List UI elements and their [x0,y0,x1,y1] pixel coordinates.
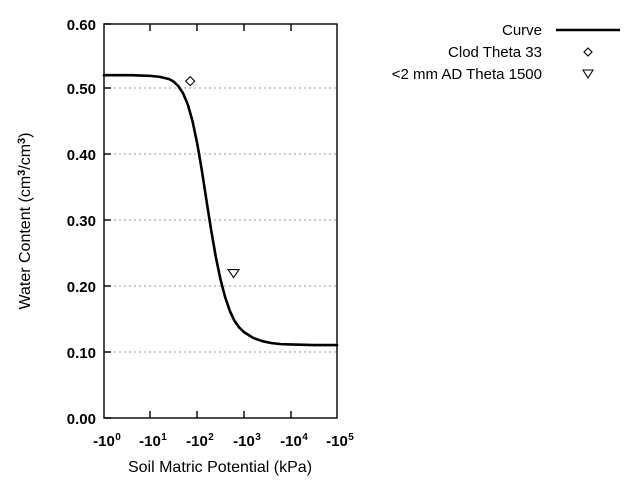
x-tick-label-group: -10 0 [93,432,121,450]
svg-text:Water Content (cm3/cm3): Water Content (cm3/cm3) [16,132,34,309]
x-tick-label: -10 [280,433,302,450]
y-tick-label: 0.60 [67,17,96,34]
series-curve [102,73,339,347]
scatter-markers [184,75,241,279]
retention-curve-line [102,73,339,347]
y-tick-label: 0.40 [67,147,96,164]
x-tick-exponent: 3 [255,432,261,443]
x-tick-label: -10 [139,433,161,450]
diamond-open-icon [583,47,593,57]
y-tick-label: 0.20 [67,279,96,296]
x-tick-label-group: -10 3 [233,432,261,450]
y-axis-title-suffix: ) [17,132,34,137]
triangle-down-open-icon [582,69,594,80]
legend-label-ad-theta-1500: <2 mm AD Theta 1500 [392,66,542,83]
x-tick-label-group: -10 4 [280,432,308,450]
legend-label-clod-theta-33: Clod Theta 33 [448,44,542,61]
x-tick-label-group: -10 1 [139,432,167,450]
y-tick-label: 0.50 [67,81,96,98]
gridlines [104,87,337,353]
x-tick-label: -10 [93,433,115,450]
data-point-clod-theta-33 [184,75,196,87]
x-tick-exponent: 1 [161,432,167,443]
y-axis-title-sup1: 3 [16,170,28,176]
y-axis-title-sup2: 3 [16,138,28,144]
x-tick-label-group: -10 5 [326,432,354,450]
legend-entry-ad-theta-1500: <2 mm AD Theta 1500 [392,66,594,83]
x-axis-title: Soil Matric Potential (kPa) [128,459,312,476]
x-tick-exponent: 5 [348,432,354,443]
y-tick-label: 0.30 [67,213,96,230]
x-tick-exponent: 2 [208,432,214,443]
x-tick-label: -10 [186,433,208,450]
plot-frame [103,23,338,419]
y-axis-title: Water Content (cm3/cm3) [16,132,34,309]
y-axis-title-middle: /cm [17,144,34,170]
x-tick-label: -10 [233,433,255,450]
legend-entry-curve: Curve [502,22,620,39]
legend-label-curve: Curve [502,22,542,39]
y-tick-labels: 0.60 0.50 0.40 0.30 0.20 0.10 0.00 [67,17,96,428]
x-tick-exponent: 0 [115,432,121,443]
data-point-ad-theta-1500 [227,268,241,279]
x-tick-label: -10 [326,433,348,450]
y-tick-label: 0.00 [67,411,96,428]
x-tick-exponent: 4 [302,432,308,443]
y-tick-label: 0.10 [67,345,96,362]
x-axis-ticks [149,24,292,418]
legend: Curve Clod Theta 33 <2 mm AD Theta 1500 [392,22,620,83]
legend-entry-clod-theta-33: Clod Theta 33 [448,44,593,61]
y-axis-ticks [104,23,111,419]
x-tick-label-group: -10 2 [186,432,214,450]
x-tick-labels: -10 0 -10 1 -10 2 -10 3 -10 4 -10 5 [93,432,354,450]
y-axis-title-prefix: Water Content (cm [17,176,34,310]
